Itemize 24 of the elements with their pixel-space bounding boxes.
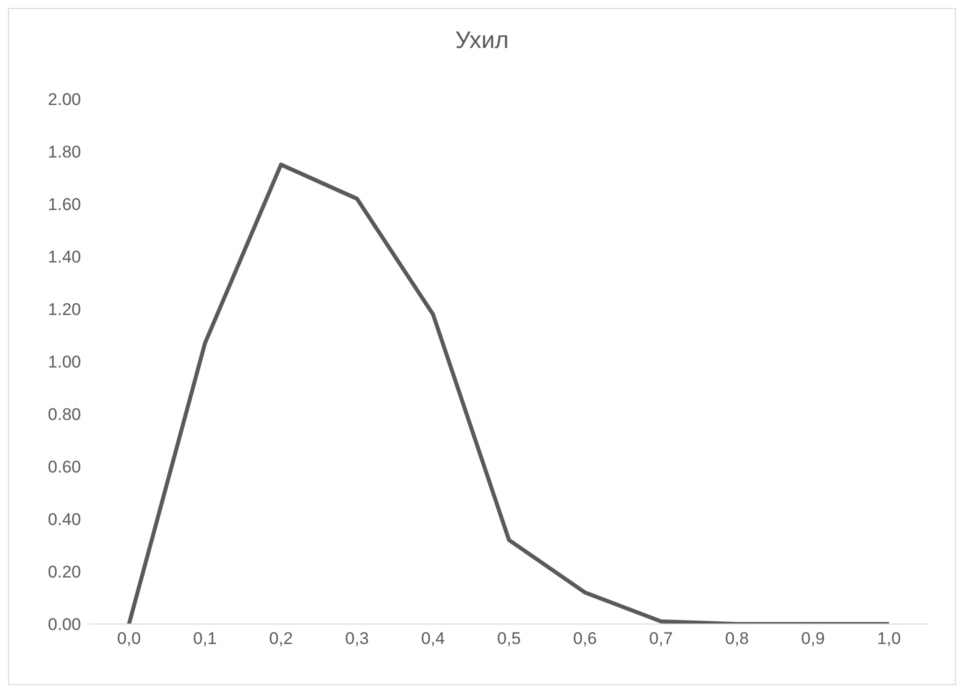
x-tick-label: 0,6	[573, 629, 597, 648]
y-tick-label: 0.40	[48, 510, 81, 530]
y-tick-label: 1.40	[48, 248, 81, 267]
x-tick-label: 1,0	[877, 629, 901, 648]
chart-title: Ухил	[454, 27, 510, 55]
x-tick-label: 0,5	[497, 629, 521, 648]
y-tick-label: 2.00	[48, 90, 81, 110]
x-tick-label: 0,4	[421, 629, 445, 648]
x-tick-label: 0,2	[269, 629, 293, 648]
x-tick-label: 0,3	[345, 629, 369, 648]
y-tick-label: 1.60	[48, 195, 81, 214]
y-tick-label: 1.00	[48, 352, 81, 372]
y-tick-label: 0.20	[48, 562, 81, 582]
x-tick-label: 0,0	[117, 629, 141, 648]
y-tick-label: 1.80	[48, 142, 81, 162]
x-tick-label: 0,1	[193, 629, 217, 648]
y-tick-label: 0.00	[48, 615, 81, 634]
line-series	[127, 162, 891, 624]
x-tick-label: 0,9	[801, 629, 825, 648]
y-tick-label: 0.80	[48, 405, 81, 424]
x-tick-label: 0,8	[725, 629, 749, 648]
y-tick-label: 0.60	[48, 458, 81, 477]
x-tick-label: 0,7	[649, 629, 673, 648]
y-tick-label: 1.20	[48, 300, 81, 320]
